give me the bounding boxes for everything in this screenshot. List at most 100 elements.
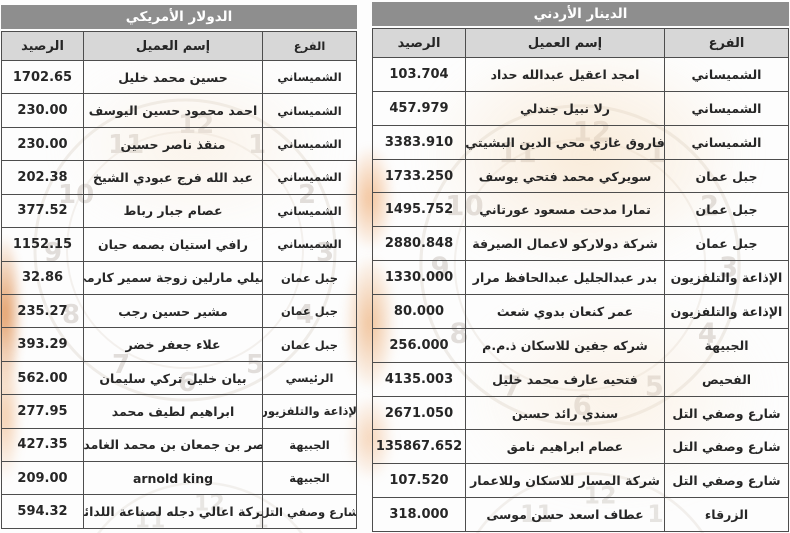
table-row: 209.00 arnold king الجبيهة: [2, 461, 356, 495]
table-row: 1152.15 رافي استيان بصمه حيان الشميساني: [2, 227, 356, 261]
column-header-balance: الرصيد: [21, 38, 64, 54]
branch-cell: الشميساني: [262, 94, 356, 127]
balance-cell: 1152.15: [12, 236, 73, 252]
balance-cell: 1733.250: [384, 168, 454, 184]
customer-name-cell: عبد الله فرج عبودي الشيخ: [83, 161, 262, 194]
customer-name-cell: ناصر بن جمعان بن محمد الغامدي: [83, 428, 262, 462]
table-title-jod: الدينار الأردني: [372, 2, 789, 26]
usd-balances-table: الدولار الأمريكي الرصيد إسم العميل الفرع…: [1, 5, 357, 529]
customer-name-cell: بدر عبدالجليل عبدالحافظ مرار: [465, 261, 664, 295]
branch-cell: الزرقاء: [664, 498, 788, 532]
customer-name-cell: عصام جبار رباط: [83, 194, 262, 228]
customer-name-cell: منقذ ناصر حسين: [83, 127, 262, 161]
table-row: 427.35 ناصر بن جمعان بن محمد الغامديالجبي…: [2, 427, 356, 462]
balance-cell: 32.86: [21, 270, 64, 286]
branch-cell: شارع وصفي التل: [664, 464, 788, 498]
column-header-customer: إسم العميل: [465, 29, 664, 57]
branch-cell: الشميساني: [664, 125, 788, 159]
customer-name-cell: علاء جعفر خضر: [83, 328, 262, 361]
customer-name-cell: عصام ابراهيم نامق: [465, 430, 664, 464]
table-row: 202.38 عبد الله فرج عبودي الشيخ الشميساني: [2, 160, 356, 194]
table-row: 1495.752 تمارا مدحت مسعود عورتاني جبل عمان: [373, 192, 788, 227]
customer-name-cell: رلا نبيل جندلي: [465, 91, 664, 125]
table-row: 377.52 عصام جبار رباط الشميساني: [2, 193, 356, 228]
balance-cell: 318.000: [389, 507, 449, 523]
balance-cell: 4135.003: [384, 371, 454, 387]
column-header-branch: الفرع: [664, 29, 788, 57]
branch-cell: الإذاعة والتلفزيون: [664, 261, 788, 295]
table-row: 103.704 امجد اعقيل عبدالله حداد الشميساني: [373, 58, 788, 91]
table-row: 2671.050 سندي رائد حسين شارع وصفي التل: [373, 395, 788, 430]
branch-cell: الإذاعة والتلفزيون: [262, 395, 356, 428]
customer-name-cell: شركة دولاركو لاعمال الصيرفة: [465, 227, 664, 261]
branch-cell: جبل عمان: [262, 261, 356, 294]
table-header-row: الرصيد إسم العميل الفرع: [1, 31, 357, 61]
balance-cell: 103.704: [389, 66, 449, 82]
balance-cell: 135867.652: [375, 439, 463, 455]
table-row: 107.520 شركة المسار للاسكان وللاعمار شارع …: [373, 463, 788, 498]
customer-name-cell: مشير حسين رجب: [83, 294, 262, 328]
customer-name-cell: عمر كنعان بدوي شعث: [465, 295, 664, 328]
balance-cell: 209.00: [17, 470, 68, 486]
balance-cell: 3383.910: [384, 134, 454, 150]
table-title-usd: الدولار الأمريكي: [1, 5, 357, 29]
customer-name-cell: arnold king: [83, 462, 262, 495]
balance-cell: 1702.65: [12, 69, 73, 85]
balance-cell: 235.27: [17, 303, 68, 319]
branch-cell: الجبيهة: [664, 328, 788, 362]
table-row: 277.95 ابراهيم لطيف محمد الإذاعة والتلفزيو…: [2, 394, 356, 428]
branch-cell: الشميساني: [664, 91, 788, 125]
customer-name-cell: شركه جفين للاسكان ذ.م.م: [465, 328, 664, 362]
customer-name-cell: عطاف اسعد حسن موسى: [465, 498, 664, 532]
column-header-branch: الفرع: [262, 32, 356, 60]
balance-cell: 457.979: [389, 100, 449, 116]
balance-cell: 1495.752: [384, 202, 454, 218]
table-row: 562.00 بيان خليل تركي سليمان الرئيسي: [2, 360, 356, 395]
table-body: 103.704 امجد اعقيل عبدالله حداد الشميساني 4…: [372, 58, 789, 532]
customer-name-cell: ابراهيم لطيف محمد: [83, 395, 262, 428]
customer-name-cell: اميلي مارلين زوجة سمير كارمي: [83, 261, 262, 294]
balance-cell: 562.00: [17, 370, 68, 386]
branch-cell: الجبيهة: [262, 428, 356, 462]
branch-cell: شارع وصفي التل: [262, 495, 356, 528]
table-row: 4135.003 فتحيه عارف محمد خليل الفحيص: [373, 361, 788, 396]
customer-name-cell: امجد اعقيل عبدالله حداد: [465, 58, 664, 91]
balance-cell: 256.000: [389, 337, 449, 353]
balance-cell: 594.32: [17, 504, 68, 520]
branch-cell: جبل عمان: [664, 227, 788, 261]
customer-name-cell: فتحيه عارف محمد خليل: [465, 362, 664, 396]
balance-cell: 377.52: [17, 203, 68, 219]
customer-name-cell: بيان خليل تركي سليمان: [83, 361, 262, 395]
balance-cell: 230.00: [17, 103, 68, 119]
balance-cell: 277.95: [17, 403, 68, 419]
branch-cell: الإذاعة والتلفزيون: [664, 295, 788, 328]
branch-cell: الشميساني: [262, 61, 356, 94]
branch-cell: جبل عمان: [664, 159, 788, 193]
table-row: 1733.250 سويركي محمد فتحي يوسف جبل عمان: [373, 158, 788, 193]
table-header-row: الرصيد إسم العميل الفرع: [372, 28, 789, 58]
customer-name-cell: تمارا مدحت مسعود عورتاني: [465, 193, 664, 227]
branch-cell: الشميساني: [664, 58, 788, 91]
balance-cell: 2880.848: [384, 236, 454, 252]
table-row: 80.000 عمر كنعان بدوي شعث الإذاعة والتلفزي…: [373, 294, 788, 328]
table-row: 3383.910 فاروق غازي محي الدين البشيتي الشم…: [373, 124, 788, 159]
table-row: 318.000 عطاف اسعد حسن موسى الزرقاء: [373, 497, 788, 532]
branch-cell: شارع وصفي التل: [664, 430, 788, 464]
branch-cell: جبل عمان: [664, 193, 788, 227]
branch-cell: الشميساني: [262, 194, 356, 228]
branch-cell: الشميساني: [262, 228, 356, 261]
branch-cell: الجبيهة: [262, 462, 356, 495]
branch-cell: الفحيص: [664, 362, 788, 396]
balance-cell: 107.520: [389, 473, 449, 489]
table-row: 256.000 شركه جفين للاسكان ذ.م.م الجبيهة: [373, 327, 788, 362]
branch-cell: الرئيسي: [262, 361, 356, 395]
column-header-balance: الرصيد: [397, 35, 441, 51]
branch-cell: جبل عمان: [262, 294, 356, 328]
table-row: 1330.000 بدر عبدالجليل عبدالحافظ مرار الإذ…: [373, 260, 788, 295]
table-row: 1702.65 حسين محمد خليل الشميساني: [2, 61, 356, 94]
balance-cell: 2671.050: [384, 405, 454, 421]
branch-cell: جبل عمان: [262, 328, 356, 361]
table-row: 2880.848 شركة دولاركو لاعمال الصيرفة جبل ع…: [373, 226, 788, 261]
balance-cell: 393.29: [17, 337, 68, 353]
